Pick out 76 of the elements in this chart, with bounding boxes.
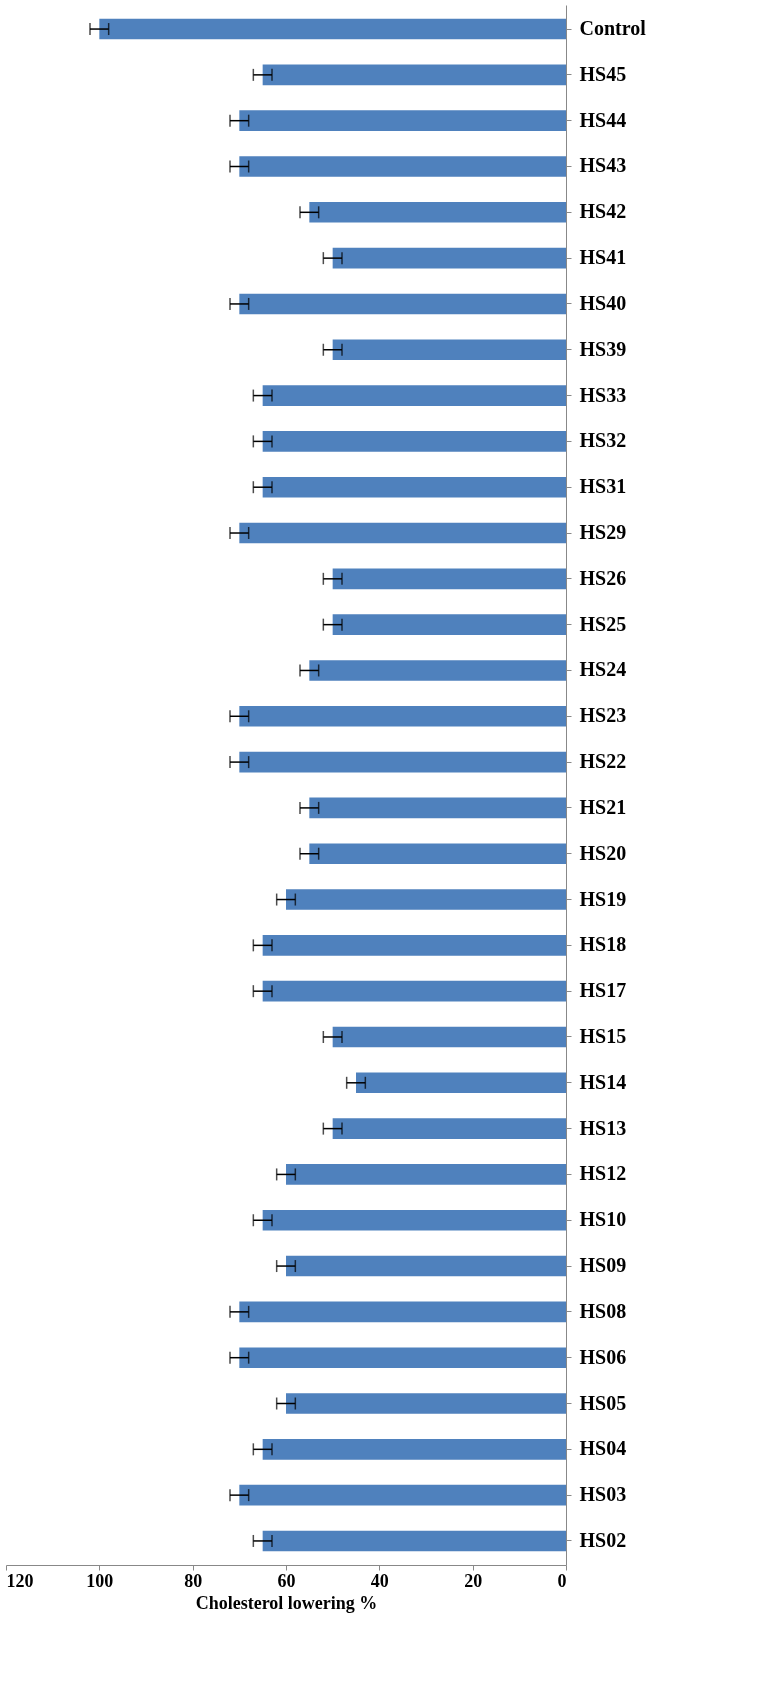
y-tick-label: HS20 [579,841,627,864]
y-tick-label: HS29 [579,521,627,544]
y-tick-label: HS18 [579,933,627,956]
y-tick-label: HS33 [579,383,627,406]
bar [286,1393,566,1414]
y-tick-label: HS39 [579,337,627,360]
y-tick-label: HS04 [579,1437,627,1460]
bar [239,751,566,773]
bar [332,247,566,269]
x-tick-label: 20 [464,1570,483,1591]
bar [356,1072,566,1094]
x-tick-label: 60 [277,1570,296,1591]
bar [239,1347,566,1368]
y-tick-label: HS06 [579,1345,627,1368]
bar [332,1118,566,1139]
x-axis-title: Cholesterol lowering % [195,1592,378,1613]
y-tick-label: HS10 [579,1208,627,1231]
bar [239,1301,566,1323]
x-tick-label: 0 [557,1570,567,1591]
y-tick-label: HS43 [579,154,627,177]
y-tick-label: HS41 [579,246,627,269]
bar [286,1164,566,1185]
bar [262,476,566,498]
bar [262,1530,566,1552]
bar [286,889,566,910]
bar [262,431,566,452]
y-tick-label: HS42 [579,200,627,223]
y-tick-label: HS15 [579,1024,627,1047]
bar [239,522,566,544]
bar [332,1026,566,1048]
y-tick-label: HS23 [579,704,627,727]
y-tick-label: HS08 [579,1299,627,1322]
bar [309,843,566,865]
bar [286,1255,566,1277]
x-tick-label: 100 [86,1570,114,1591]
bar [239,705,566,727]
bar [332,614,566,635]
y-tick-label: HS03 [579,1483,627,1506]
bar [262,935,566,956]
bar [332,339,566,361]
bar [239,110,566,131]
bar [262,64,566,86]
y-tick-label: HS22 [579,750,627,773]
y-tick-label: HS26 [579,566,627,589]
y-tick-label: HS45 [579,62,627,85]
y-tick-label: HS24 [579,658,627,681]
y-tick-label: HS31 [579,475,627,498]
y-tick-label: HS02 [579,1528,627,1551]
bar [262,1209,566,1231]
bar [239,1484,566,1506]
x-tick-label: 40 [370,1570,389,1591]
bar [309,202,566,223]
x-tick-label: 120 [6,1570,34,1591]
y-tick-label: HS32 [579,429,627,452]
y-tick-label: HS14 [579,1070,627,1093]
bar [309,660,566,681]
bar [262,980,566,1002]
y-tick-label: HS13 [579,1116,627,1139]
bar [99,18,566,40]
bar [239,156,566,177]
y-tick-label: Control [579,17,647,40]
y-tick-label: HS09 [579,1254,627,1277]
y-tick-label: HS17 [579,979,627,1002]
y-tick-label: HS40 [579,291,627,314]
bar [262,1439,566,1460]
y-tick-label: HS25 [579,612,627,635]
bar [262,385,566,406]
x-tick-label: 80 [184,1570,203,1591]
y-tick-label: HS21 [579,795,627,818]
y-tick-label: HS05 [579,1391,627,1414]
bar [332,568,566,590]
y-tick-label: HS44 [579,108,627,131]
bar [239,293,566,315]
bar [309,797,566,819]
y-tick-label: HS19 [579,887,627,910]
y-tick-label: HS12 [579,1162,627,1185]
